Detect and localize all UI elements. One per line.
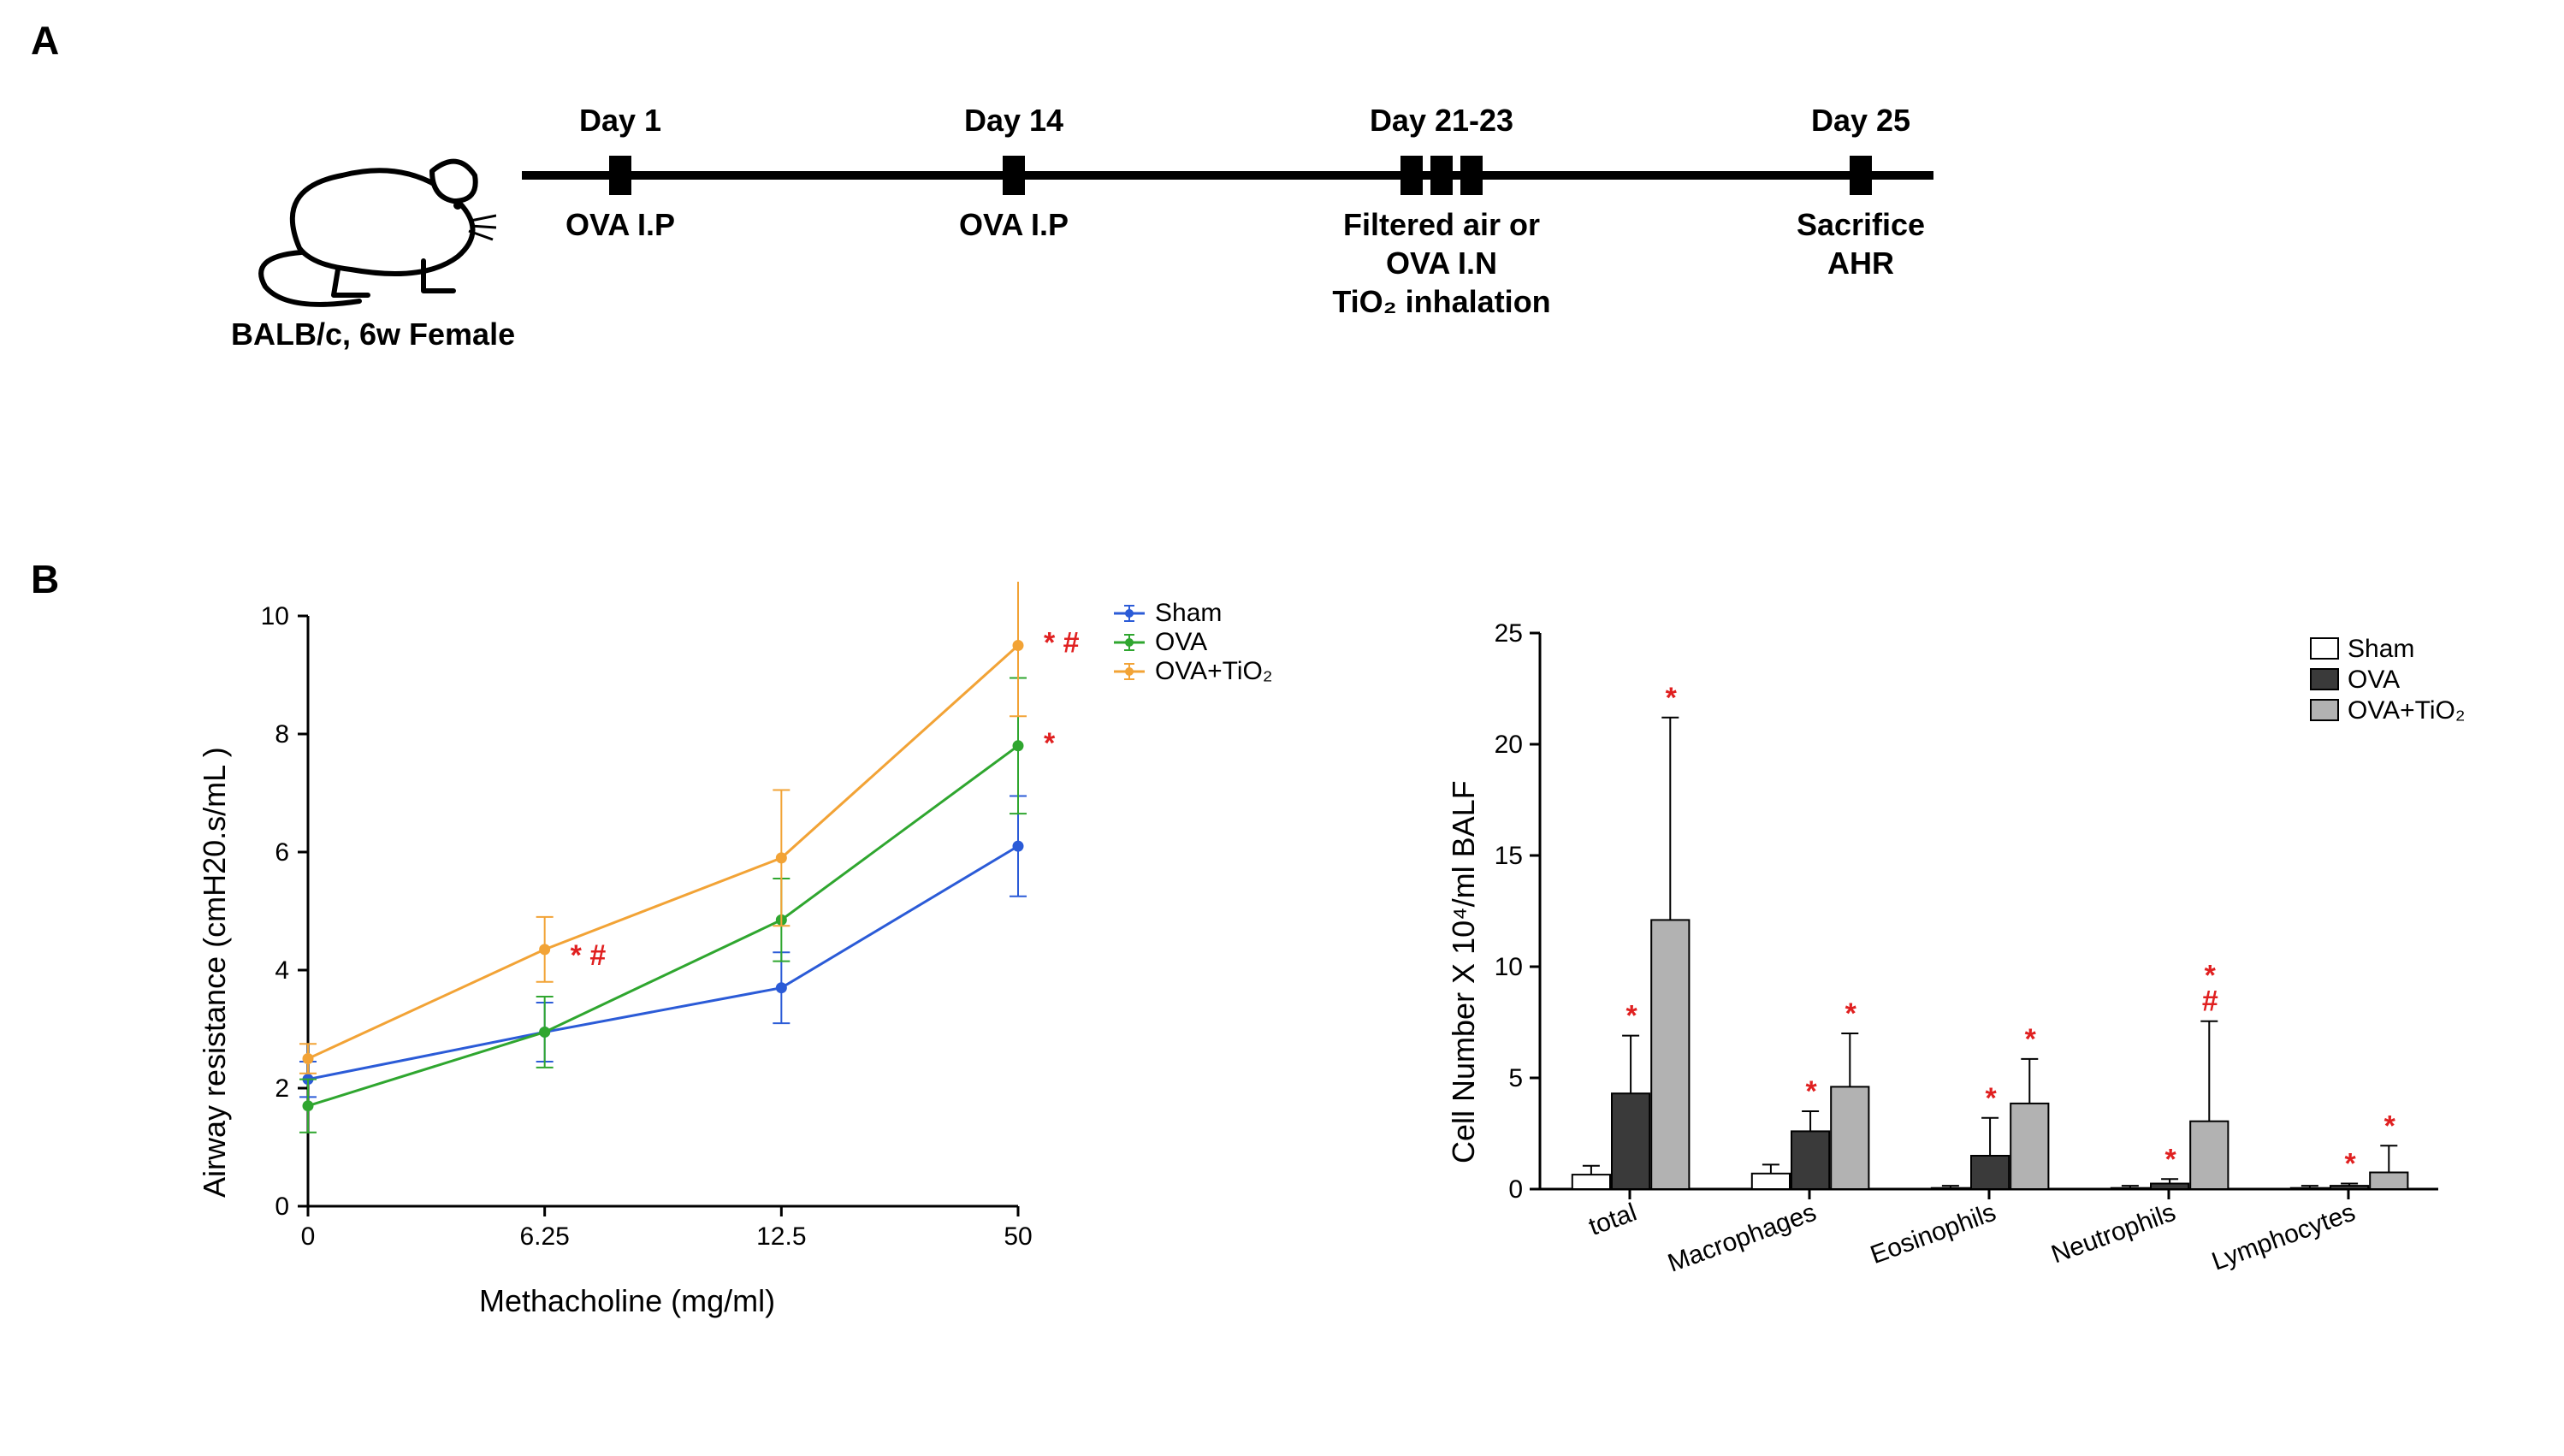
timeline-day-label: Day 25: [1750, 103, 1972, 139]
svg-text:*: *: [1044, 727, 1056, 760]
svg-text:10: 10: [261, 602, 289, 630]
svg-text:0: 0: [1508, 1175, 1523, 1204]
svg-text:50: 50: [1004, 1222, 1032, 1251]
svg-text:6.25: 6.25: [519, 1222, 569, 1251]
timeline-day-label: Day 21-23: [1330, 103, 1553, 139]
legend-item: Sham: [1112, 599, 1273, 628]
mouse-caption: BALB/c, 6w Female: [231, 317, 515, 352]
bar-chart-y-title: Cell Number X 10⁴/ml BALF: [1446, 780, 1482, 1163]
svg-text:15: 15: [1495, 842, 1523, 870]
svg-text:2: 2: [275, 1074, 289, 1103]
svg-text:0: 0: [301, 1222, 316, 1251]
timeline-event-label: Filtered air orOVA I.NTiO₂ inhalation: [1288, 205, 1596, 321]
svg-text:25: 25: [1495, 619, 1523, 648]
bar-chart-legend: ShamOVAOVA+TiO₂: [2310, 633, 2466, 725]
timeline-event-label: OVA I.P: [860, 205, 1168, 244]
svg-text:Neutrophils: Neutrophils: [2048, 1199, 2180, 1270]
timeline-event-label: SacrificeAHR: [1707, 205, 2015, 282]
svg-text:0: 0: [275, 1193, 289, 1221]
svg-text:5: 5: [1508, 1064, 1523, 1092]
timeline-event-label: OVA I.P: [466, 205, 774, 244]
svg-text:*: *: [2205, 960, 2217, 992]
line-chart: 0 2 4 6 8 10 0 6.25 12.5 50 * # * # *: [188, 582, 1087, 1309]
timeline-day-label: Day 1: [509, 103, 731, 139]
svg-text:Eosinophils: Eosinophils: [1867, 1199, 1999, 1270]
svg-text:8: 8: [275, 720, 289, 749]
panel-a: BALB/c, 6w Female Day 1OVA I.PDay 14OVA …: [240, 51, 2122, 394]
legend-item: OVA: [2310, 664, 2466, 695]
panel-b: 024681006.2512.550* #* #* Airway resista…: [154, 582, 2464, 1437]
line-chart-y-title: Airway resistance (cmH20.s/mL ): [197, 747, 233, 1198]
svg-text:*: *: [1845, 997, 1857, 1030]
panel-label-a: A: [31, 17, 59, 63]
svg-text:*: *: [1985, 1082, 1997, 1115]
panel-label-b: B: [31, 556, 59, 602]
legend-item: Sham: [2310, 633, 2466, 664]
svg-text:*: *: [1625, 1000, 1637, 1033]
svg-text:*: *: [2025, 1023, 2037, 1056]
svg-text:10: 10: [1495, 953, 1523, 981]
legend-item: OVA: [1112, 628, 1273, 657]
svg-text:*: *: [2164, 1143, 2176, 1175]
svg-text:12.5: 12.5: [756, 1222, 806, 1251]
timeline-line: Day 1OVA I.PDay 14OVA I.PDay 21-23Filter…: [522, 171, 1933, 180]
svg-text:*: *: [1666, 682, 1678, 714]
line-chart-x-title: Methacholine (mg/ml): [479, 1283, 775, 1319]
svg-text:Lymphocytes: Lymphocytes: [2208, 1199, 2359, 1276]
legend-item: OVA+TiO₂: [2310, 695, 2466, 725]
svg-text:*: *: [2344, 1148, 2356, 1181]
svg-text:6: 6: [275, 838, 289, 867]
figure-page: A B: [0, 0, 2564, 1456]
svg-text:4: 4: [275, 956, 289, 985]
svg-text:* #: * #: [571, 939, 607, 972]
svg-text:* #: * #: [1044, 627, 1080, 660]
svg-text:*: *: [1805, 1075, 1817, 1108]
legend-item: OVA+TiO₂: [1112, 657, 1273, 686]
svg-text:20: 20: [1495, 731, 1523, 759]
svg-text:*: *: [2384, 1110, 2396, 1142]
svg-text:Macrophages: Macrophages: [1664, 1199, 1820, 1278]
timeline-day-label: Day 14: [903, 103, 1125, 139]
svg-text:total: total: [1585, 1199, 1641, 1241]
mouse-icon: [240, 120, 496, 321]
line-chart-legend: ShamOVAOVA+TiO₂: [1112, 599, 1273, 686]
